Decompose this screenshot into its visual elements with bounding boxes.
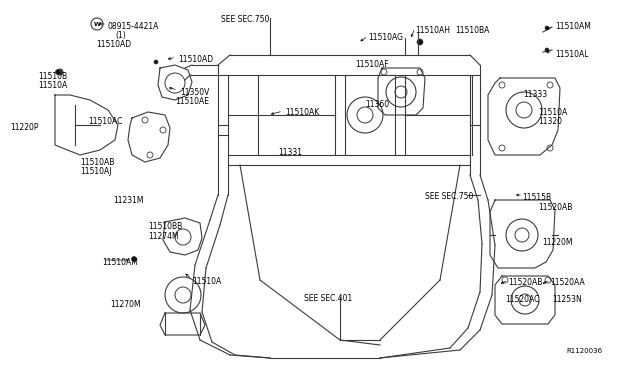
- Text: 11220M: 11220M: [542, 238, 573, 247]
- Circle shape: [545, 48, 549, 52]
- Text: 11510A: 11510A: [538, 108, 567, 117]
- Text: 11520AB: 11520AB: [508, 278, 542, 287]
- Text: 11520AC: 11520AC: [505, 295, 540, 304]
- Text: 11360: 11360: [365, 100, 389, 109]
- Text: SEE SEC.750: SEE SEC.750: [221, 15, 269, 24]
- Text: 11510A: 11510A: [192, 277, 221, 286]
- Text: 11331: 11331: [278, 148, 302, 157]
- Text: SEE SEC.401: SEE SEC.401: [304, 294, 352, 303]
- Text: 11510AJ: 11510AJ: [80, 167, 111, 176]
- Text: 11510AH: 11510AH: [415, 26, 450, 35]
- Circle shape: [57, 69, 63, 75]
- Text: 11510AK: 11510AK: [285, 108, 319, 117]
- Text: 11333: 11333: [523, 90, 547, 99]
- Text: 11510BA: 11510BA: [455, 26, 490, 35]
- Text: R1120036: R1120036: [566, 348, 602, 354]
- Text: 11510AL: 11510AL: [555, 50, 589, 59]
- Text: 11320: 11320: [538, 117, 562, 126]
- Text: 11274M: 11274M: [148, 232, 179, 241]
- Text: 11510B: 11510B: [38, 72, 67, 81]
- Circle shape: [131, 257, 136, 262]
- Text: 11520AA: 11520AA: [550, 278, 585, 287]
- Text: 11515B: 11515B: [522, 193, 551, 202]
- Text: 11510AD: 11510AD: [96, 40, 131, 49]
- Circle shape: [154, 60, 158, 64]
- Text: 11510AM: 11510AM: [555, 22, 591, 31]
- Text: W: W: [93, 22, 100, 27]
- Text: 11510AG: 11510AG: [368, 33, 403, 42]
- Circle shape: [545, 26, 549, 30]
- Text: 11220P: 11220P: [10, 123, 38, 132]
- Circle shape: [417, 39, 423, 45]
- Text: 11510BB: 11510BB: [148, 222, 182, 231]
- Text: 11270M: 11270M: [110, 300, 141, 309]
- Text: 11510AF: 11510AF: [355, 60, 388, 69]
- Text: 11510A: 11510A: [38, 81, 67, 90]
- Text: 11510AD: 11510AD: [178, 55, 213, 64]
- Text: 08915-4421A: 08915-4421A: [108, 22, 159, 31]
- Text: 11510AC: 11510AC: [88, 117, 122, 126]
- Text: 11231M: 11231M: [113, 196, 143, 205]
- Text: 11253N: 11253N: [552, 295, 582, 304]
- Text: 11510AE: 11510AE: [175, 97, 209, 106]
- Text: 11510AB: 11510AB: [80, 158, 115, 167]
- Circle shape: [56, 70, 61, 74]
- Text: 11520AB: 11520AB: [538, 203, 572, 212]
- Text: SEE SEC.750: SEE SEC.750: [425, 192, 474, 201]
- Text: 11510AM: 11510AM: [102, 258, 138, 267]
- Text: 11350V: 11350V: [180, 88, 209, 97]
- Text: (1): (1): [115, 31, 125, 40]
